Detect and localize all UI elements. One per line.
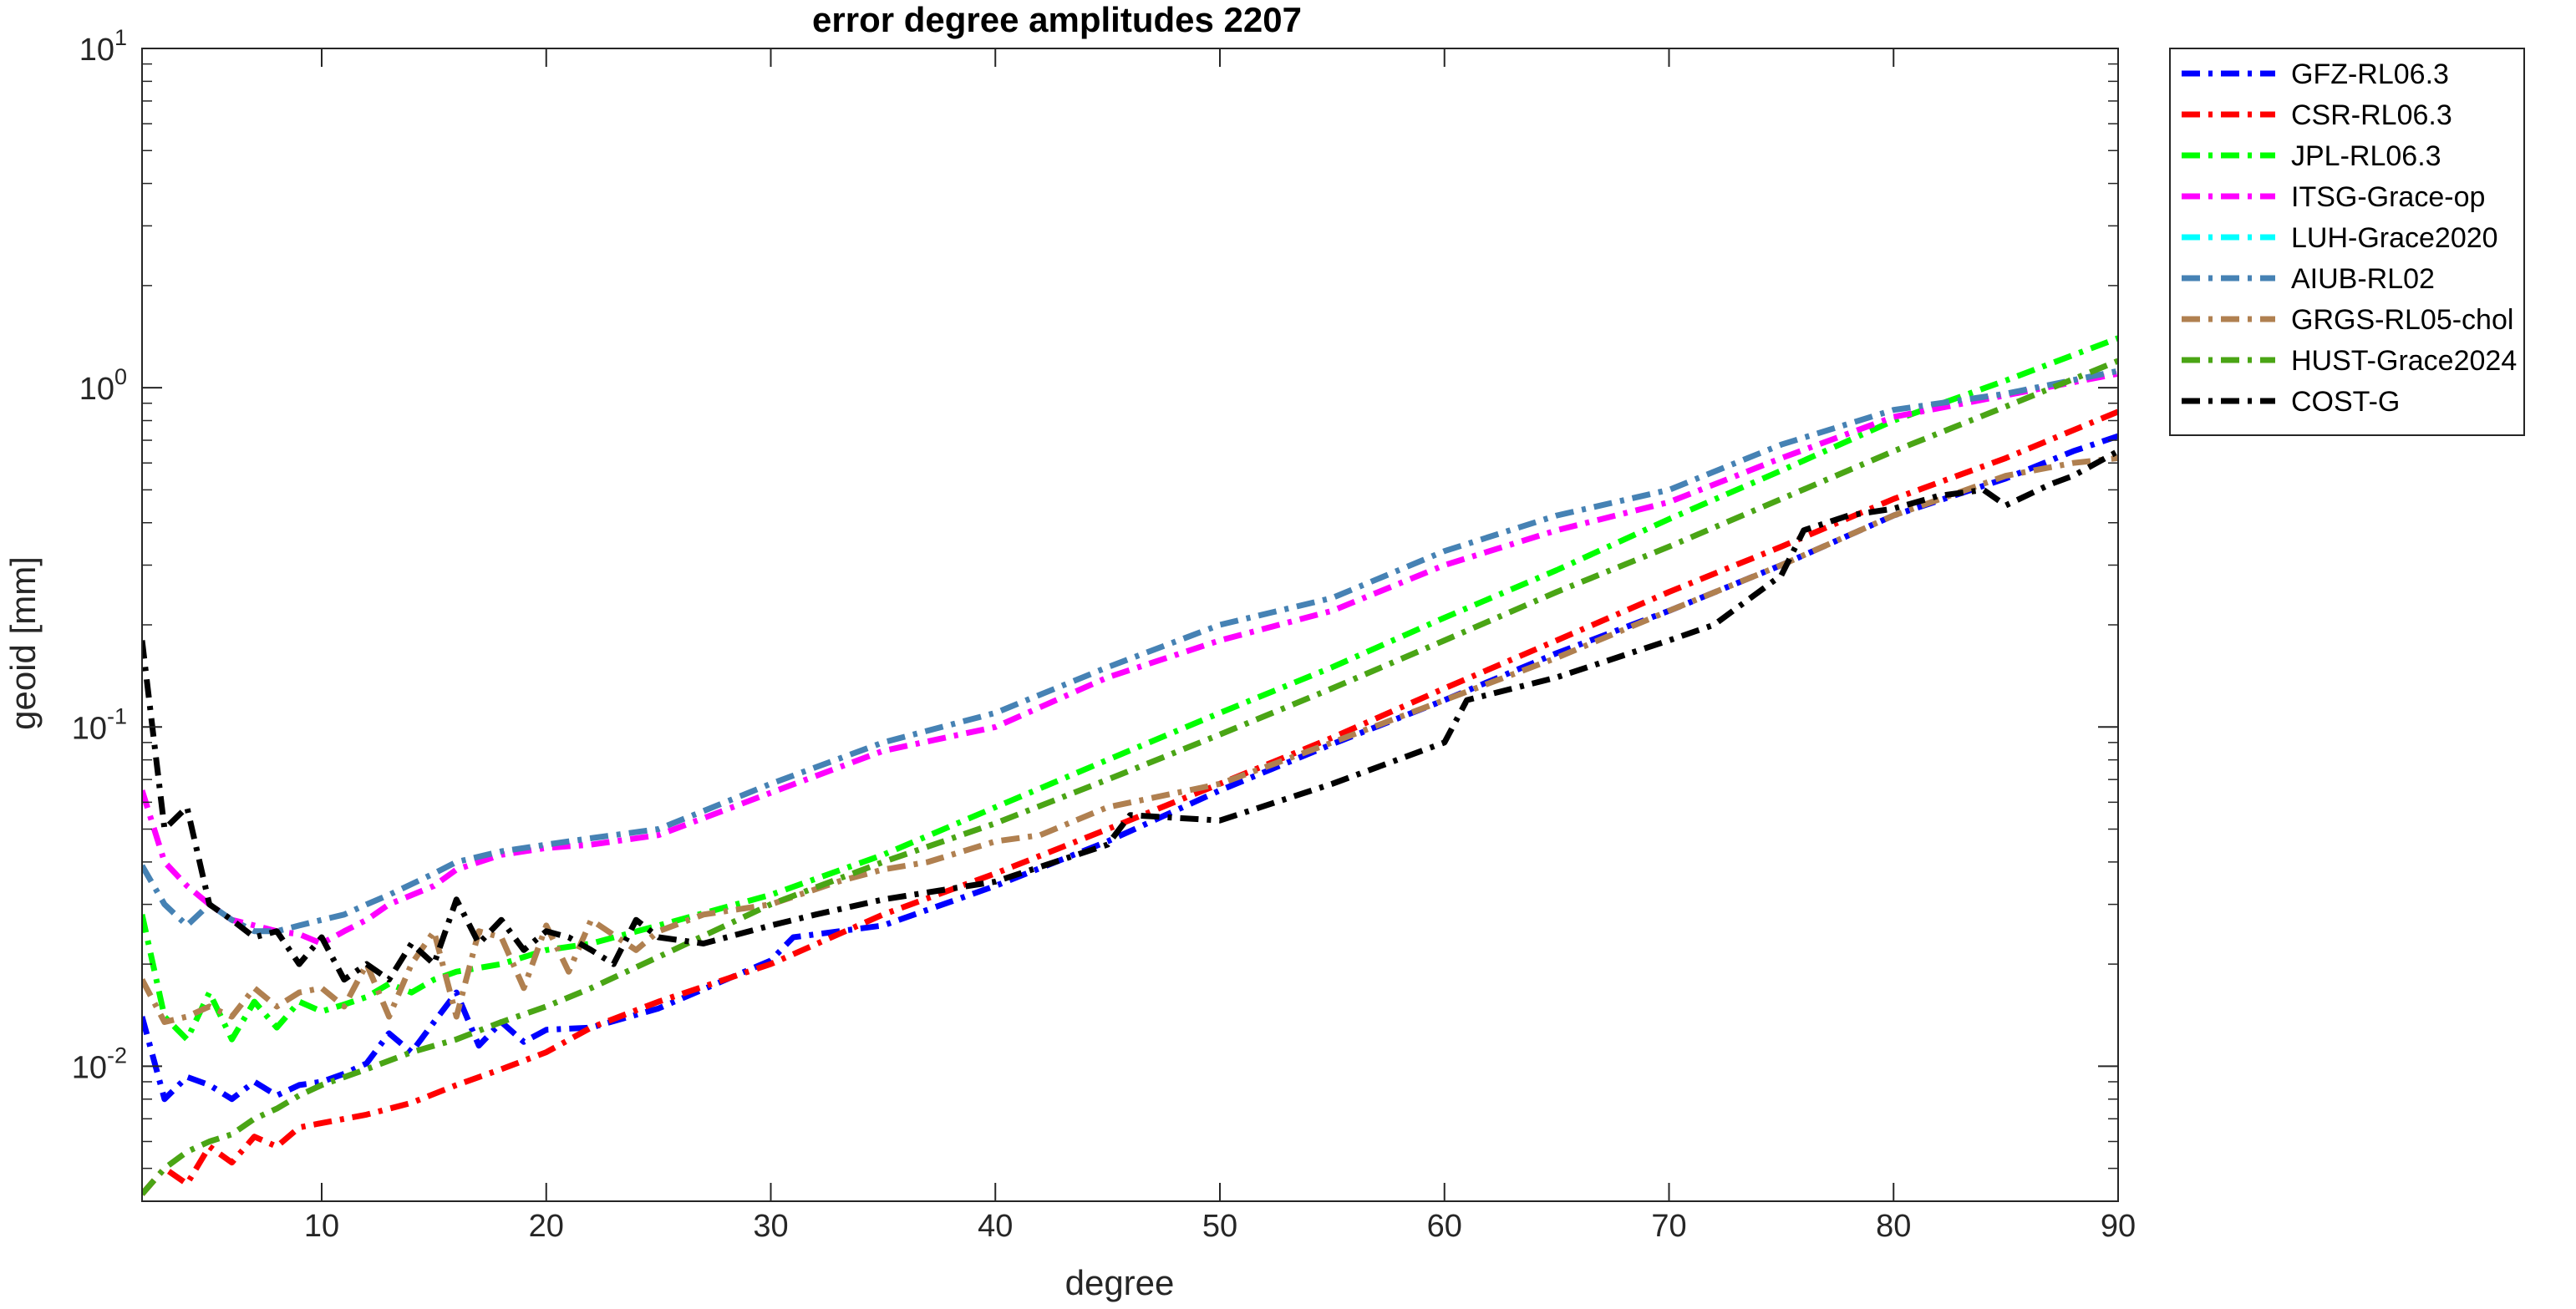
series-line-6 xyxy=(142,454,2118,1025)
legend-label-2: JPL-RL06.3 xyxy=(2291,140,2441,172)
series-line-2 xyxy=(142,335,2118,1043)
chart-title: error degree amplitudes 2207 xyxy=(812,0,1302,39)
series-line-7 xyxy=(142,358,2118,1196)
x-tick-label-6: 70 xyxy=(1651,1209,1686,1244)
plot-area xyxy=(142,48,2118,1201)
x-tick-label-1: 20 xyxy=(529,1209,564,1244)
series-line-1 xyxy=(142,408,2118,1196)
x-axis-title: degree xyxy=(1065,1263,1175,1302)
legend-label-5: AIUB-RL02 xyxy=(2291,263,2435,295)
legend-label-3: ITSG-Grace-op xyxy=(2291,181,2485,213)
x-tick-label-0: 10 xyxy=(304,1209,339,1244)
x-tick-label-3: 40 xyxy=(978,1209,1013,1244)
y-tick-label-0: 101 xyxy=(79,25,127,68)
series-line-5 xyxy=(142,368,2118,935)
legend: GFZ-RL06.3 CSR-RL06.3 JPL-RL06.3 ITSG-Grace… xyxy=(2169,48,2525,436)
y-tick-label-1: 100 xyxy=(79,364,127,407)
x-tick-label-5: 60 xyxy=(1427,1209,1462,1244)
legend-label-1: CSR-RL06.3 xyxy=(2291,99,2452,131)
x-tick-label-2: 30 xyxy=(753,1209,788,1244)
series-layer xyxy=(142,335,2118,1196)
y-tick-label-2: 10-1 xyxy=(72,703,127,746)
y-axis-title: geoid [mm] xyxy=(3,556,43,730)
plot-frame xyxy=(141,48,2119,1202)
legend-label-7: HUST-Grace2024 xyxy=(2291,345,2517,377)
x-tick-label-7: 80 xyxy=(1876,1209,1911,1244)
x-tick-label-8: 90 xyxy=(2101,1209,2136,1244)
series-line-0 xyxy=(142,433,2118,1103)
legend-label-4: LUH-Grace2020 xyxy=(2291,222,2498,254)
x-tick-label-4: 50 xyxy=(1202,1209,1237,1244)
legend-label-8: COST-G xyxy=(2291,386,2400,418)
axes-layer: 10 20 30 40 50 60 70 80 90 101 100 10-1 10-2 xyxy=(72,25,2136,1244)
legend-label-6: GRGS-RL05-chol xyxy=(2291,304,2513,336)
legend-label-0: GFZ-RL06.3 xyxy=(2291,58,2449,90)
y-tick-label-3: 10-2 xyxy=(72,1043,127,1085)
series-line-3 xyxy=(142,370,2118,946)
